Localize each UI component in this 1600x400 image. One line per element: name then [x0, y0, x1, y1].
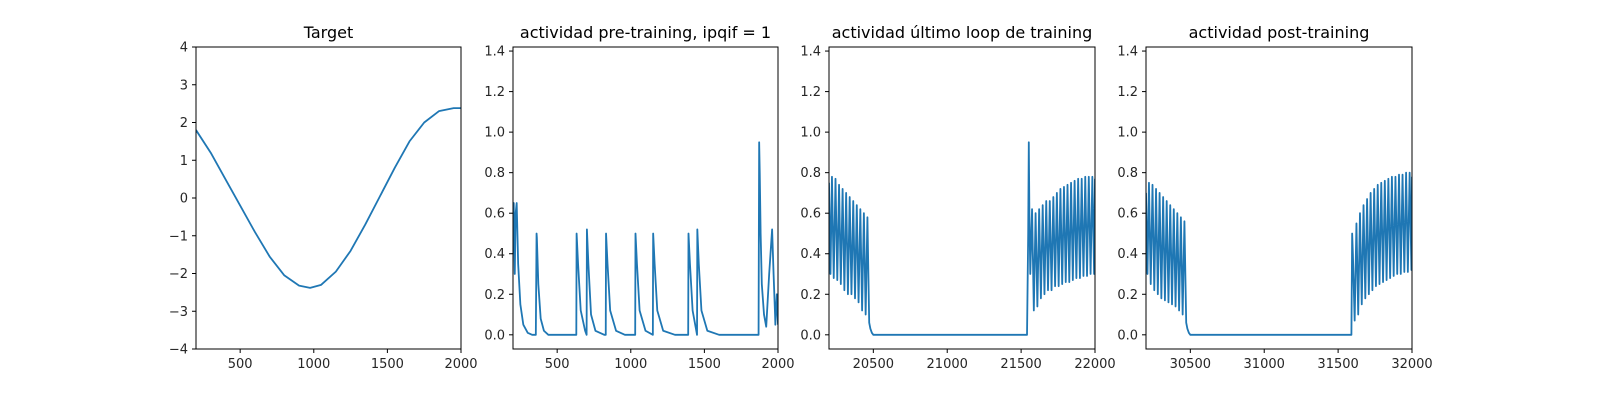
y-tick-label: 0.8	[800, 166, 821, 181]
y-tick-label: 0.2	[800, 288, 821, 303]
y-tick-label: 2	[180, 116, 188, 131]
chart-title: actividad último loop de training	[832, 23, 1093, 42]
y-tick-label: 0.6	[1117, 207, 1138, 222]
x-tick-label: 30500	[1170, 357, 1211, 372]
y-tick-label: 4	[180, 41, 188, 56]
y-tick-label: 1.4	[800, 45, 821, 60]
y-tick-label: 0.2	[1117, 288, 1138, 303]
y-tick-label: 1.2	[1117, 85, 1138, 100]
y-tick-label: 0.4	[484, 247, 505, 262]
y-tick-label: −3	[169, 305, 188, 320]
y-tick-label: 0.0	[800, 328, 821, 343]
chart-panel-4: 30500 31000 31500 32000 0.0 0.2 0.4 0.6 0.8 1.0 1.…	[1117, 23, 1432, 372]
y-tick-label: 0.0	[484, 328, 505, 343]
x-tick-label: 500	[228, 357, 253, 372]
chart-title: actividad pre-training, ipqif = 1	[520, 23, 771, 42]
y-tick-label: 0.4	[1117, 247, 1138, 262]
y-tick-label: 1.4	[1117, 45, 1138, 60]
x-tick-label: 1500	[371, 357, 404, 372]
y-tick-label: −4	[169, 343, 188, 358]
x-tick-label: 31500	[1317, 357, 1358, 372]
y-tick-label: 0	[180, 192, 188, 207]
x-tick-label: 2000	[444, 357, 477, 372]
x-tick-label: 1500	[688, 357, 721, 372]
y-tick-label: 1.2	[800, 85, 821, 100]
y-tick-label: 0.8	[1117, 166, 1138, 181]
chart-title: actividad post-training	[1189, 23, 1370, 42]
x-tick-label: 1000	[297, 357, 330, 372]
x-tick-label: 500	[545, 357, 570, 372]
y-tick-label: 0.8	[484, 166, 505, 181]
chart-panel-1: 500 1000 1500 2000 −4 −3 −2 −1 0 1 2 3 4 Target	[169, 23, 478, 372]
y-tick-label: 1	[180, 154, 188, 169]
series-line-1	[1146, 171, 1412, 336]
axes-frame	[1145, 46, 1413, 350]
y-tick-label: 0.2	[484, 288, 505, 303]
y-tick-label: 0.6	[484, 207, 505, 222]
x-tick-label: 31000	[1244, 357, 1285, 372]
x-tick-label: 21500	[1000, 357, 1041, 372]
y-tick-label: −2	[169, 267, 188, 282]
series-line-1	[513, 141, 778, 336]
x-tick-label: 1000	[614, 357, 647, 372]
chart-panel-3: 20500 21000 21500 22000 0.0 0.2 0.4 0.6 0.8 1.0 1.…	[800, 23, 1115, 372]
y-tick-label: 1.4	[484, 45, 505, 60]
y-tick-label: 0.4	[800, 247, 821, 262]
y-tick-label: 1.0	[800, 126, 821, 141]
chart-panel-2: 500 1000 1500 2000 0.0 0.2 0.4 0.6 0.8 1.0 1.2 1.4 a…	[484, 23, 794, 372]
y-tick-label: 1.0	[1117, 126, 1138, 141]
x-tick-label: 22000	[1074, 357, 1115, 372]
x-tick-label: 21000	[927, 357, 968, 372]
x-tick-label: 20500	[853, 357, 894, 372]
x-tick-label: 2000	[761, 357, 794, 372]
y-tick-label: 1.0	[484, 126, 505, 141]
y-tick-label: −1	[169, 229, 188, 244]
series-line-1	[196, 107, 461, 289]
axes-frame	[828, 46, 1096, 350]
y-tick-label: 0.0	[1117, 328, 1138, 343]
x-tick-label: 32000	[1391, 357, 1432, 372]
y-tick-label: 1.2	[484, 85, 505, 100]
y-tick-label: 0.6	[800, 207, 821, 222]
chart-title: Target	[303, 23, 354, 42]
y-tick-label: 3	[180, 78, 188, 93]
series-line-1	[829, 141, 1095, 336]
axes-frame	[512, 46, 779, 350]
